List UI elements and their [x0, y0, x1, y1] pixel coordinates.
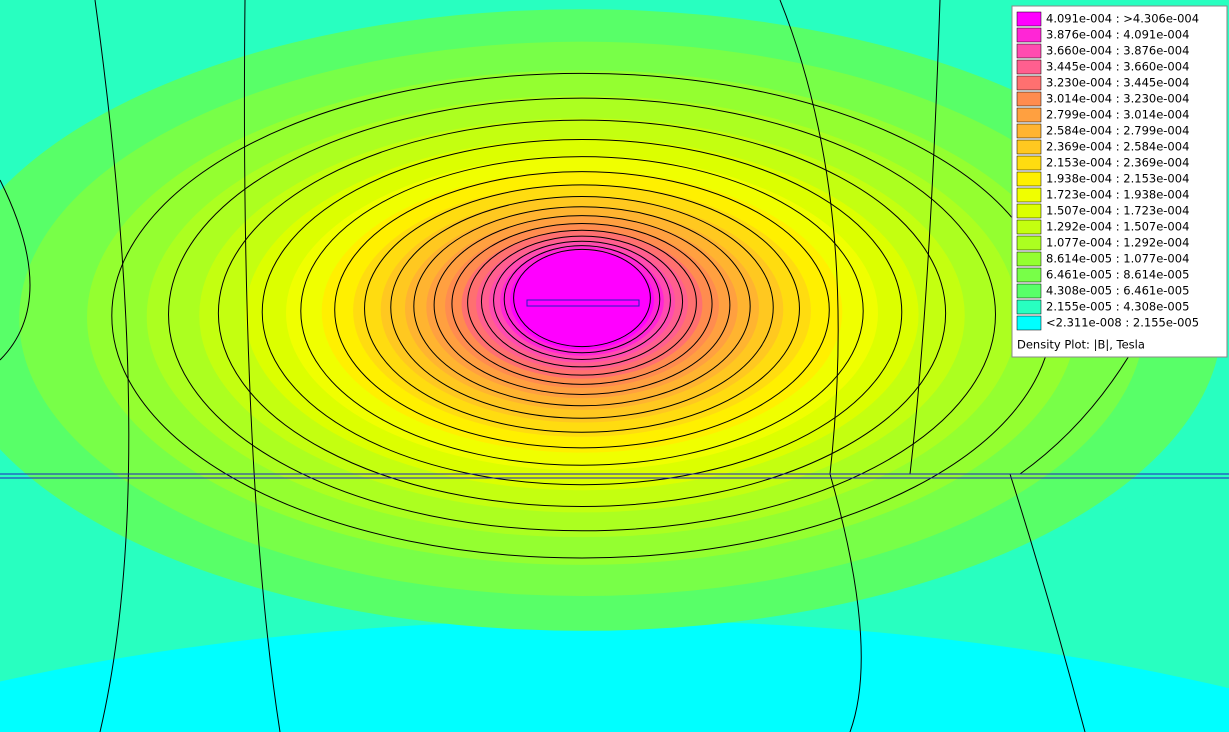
legend-swatch — [1016, 43, 1042, 59]
legend-swatch — [1016, 75, 1042, 91]
legend-swatch — [1016, 139, 1042, 155]
contour — [334, 171, 830, 449]
legend-label: 2.369e-004 : 2.584e-004 — [1046, 140, 1189, 154]
legend-label: 2.799e-004 : 3.014e-004 — [1046, 108, 1189, 122]
legend-swatch — [1016, 59, 1042, 75]
legend-label: 1.507e-004 : 1.723e-004 — [1046, 204, 1189, 218]
contour — [300, 156, 864, 466]
legend-label: 4.308e-005 : 6.461e-005 — [1046, 284, 1189, 298]
contour — [261, 139, 903, 486]
legend-title: Density Plot: |B|, Tesla — [1017, 338, 1145, 352]
legend-swatch — [1016, 171, 1042, 187]
legend-swatch — [1016, 203, 1042, 219]
legend-box — [1011, 5, 1228, 358]
conductor — [526, 299, 640, 307]
legend-label: 1.077e-004 : 1.292e-004 — [1046, 236, 1189, 250]
field-line — [0, 179, 31, 361]
contour — [433, 215, 731, 395]
contour — [493, 240, 671, 360]
legend-swatch — [1016, 251, 1042, 267]
legend-label: 1.723e-004 : 1.938e-004 — [1046, 188, 1189, 202]
legend-label: <2.311e-008 : 2.155e-005 — [1046, 316, 1199, 330]
legend-swatch — [1016, 267, 1042, 283]
field-line — [243, 0, 281, 732]
legend-label: 6.461e-005 : 8.614e-005 — [1046, 268, 1189, 282]
field-line — [779, 0, 839, 475]
legend: 4.091e-004 : >4.306e-004 3.876e-004 : 4.0… — [1011, 5, 1228, 358]
legend-swatch — [1016, 155, 1042, 171]
contour — [168, 97, 996, 532]
legend-label: 1.292e-004 : 1.507e-004 — [1046, 220, 1189, 234]
field-line — [94, 0, 130, 732]
legend-swatch — [1016, 107, 1042, 123]
legend-swatch — [1016, 219, 1042, 235]
field-line — [909, 0, 941, 475]
field-band — [0, 620, 1229, 732]
legend-swatch — [1016, 235, 1042, 251]
contour — [503, 245, 661, 354]
field-line — [1009, 473, 1086, 732]
contour — [480, 235, 684, 368]
legend-swatch — [1016, 315, 1042, 331]
legend-swatch — [1016, 299, 1042, 315]
legend-swatch — [1016, 283, 1042, 299]
contour — [364, 184, 800, 433]
contour — [390, 196, 774, 419]
contour — [413, 206, 751, 407]
contour — [451, 222, 713, 385]
legend-label: 3.660e-004 : 3.876e-004 — [1046, 44, 1189, 58]
legend-label: 3.230e-004 : 3.445e-004 — [1046, 76, 1189, 90]
legend-swatch — [1016, 27, 1042, 43]
field-line — [829, 473, 862, 732]
contour — [513, 248, 651, 348]
legend-swatch — [1016, 187, 1042, 203]
legend-label: 2.153e-004 : 2.369e-004 — [1046, 156, 1189, 170]
legend-label: 3.014e-004 : 3.230e-004 — [1046, 92, 1189, 106]
legend-label: 3.876e-004 : 4.091e-004 — [1046, 28, 1189, 42]
legend-label: 4.091e-004 : >4.306e-004 — [1046, 12, 1199, 26]
legend-label: 8.614e-005 : 1.077e-004 — [1046, 252, 1189, 266]
legend-label: 2.155e-005 : 4.308e-005 — [1046, 300, 1189, 314]
legend-swatch — [1016, 123, 1042, 139]
legend-label: 1.938e-004 : 2.153e-004 — [1046, 172, 1189, 186]
contour — [467, 229, 697, 376]
legend-swatch — [1016, 11, 1042, 27]
legend-label: 2.584e-004 : 2.799e-004 — [1046, 124, 1189, 138]
legend-label: 3.445e-004 : 3.660e-004 — [1046, 60, 1189, 74]
legend-swatch — [1016, 91, 1042, 107]
contour — [217, 119, 947, 507]
